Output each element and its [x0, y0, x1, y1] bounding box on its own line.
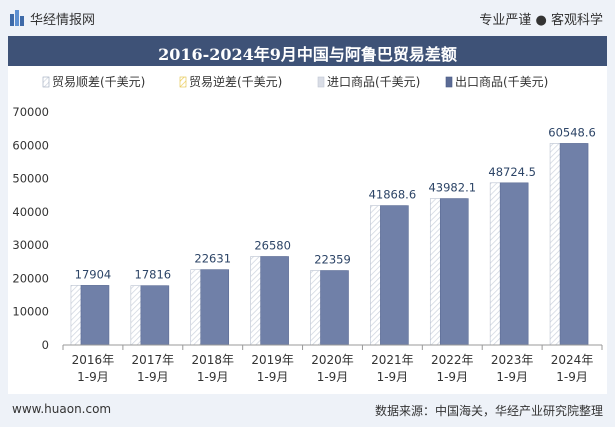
legend-swatch: [317, 76, 325, 88]
x-tick-label: 2024年: [551, 353, 594, 367]
x-tick-label: 2016年: [72, 353, 115, 367]
data-label: 26580: [254, 239, 291, 253]
legend-swatch: [42, 76, 50, 88]
data-label: 41868.6: [369, 188, 417, 202]
data-label: 17904: [75, 267, 112, 281]
x-tick-label: 1-9月: [556, 370, 588, 384]
data-label: 43982.1: [428, 181, 476, 195]
legend-swatch: [445, 76, 453, 88]
legend-label: 出口商品(千美元): [455, 74, 548, 89]
chart-title: 2016-2024年9月中国与阿鲁巴贸易差额: [158, 45, 457, 64]
y-tick-label: 60000: [12, 138, 49, 152]
bar-export: [320, 270, 349, 346]
y-tick-label: 70000: [12, 105, 49, 119]
data-label: 22631: [194, 252, 231, 266]
brand-logo-icon: [10, 10, 24, 26]
bar-export: [439, 198, 469, 346]
x-tick-label: 2023年: [491, 353, 534, 367]
bar-export: [380, 205, 409, 346]
y-tick-label: 50000: [12, 172, 49, 186]
bar-export: [260, 256, 289, 346]
bar-export: [200, 269, 230, 346]
x-tick-label: 2018年: [191, 353, 234, 367]
chart-area: 贸易顺差(千美元) 贸易逆差(千美元) 进口商品(千美元) 出口商品(千美元) 179…: [8, 66, 607, 394]
bar-export: [499, 182, 529, 346]
data-label: 60548.6: [548, 125, 596, 139]
x-tick-label: 1-9月: [377, 370, 409, 384]
x-tick-label: 2022年: [431, 353, 474, 367]
x-tick-label: 2021年: [371, 353, 414, 367]
legend-label: 进口商品(千美元): [327, 74, 420, 89]
bar-export: [80, 285, 110, 346]
legend-label: 贸易顺差(千美元): [52, 75, 145, 89]
x-tick-label: 1-9月: [257, 370, 289, 384]
x-tick-label: 2017年: [132, 353, 175, 367]
x-tick-label: 1-9月: [137, 370, 169, 384]
data-label: 17816: [135, 268, 172, 282]
y-tick-label: 10000: [12, 305, 49, 319]
tagline: 专业严谨 ● 客观科学: [479, 13, 603, 28]
x-tick-label: 1-9月: [317, 370, 349, 384]
brand-name: 华经情报网: [30, 13, 96, 28]
x-tick-label: 2019年: [251, 353, 294, 367]
y-tick-label: 20000: [12, 271, 49, 285]
bar-export: [140, 285, 170, 346]
bar-chart: 贸易顺差(千美元) 贸易逆差(千美元) 进口商品(千美元) 出口商品(千美元) 179…: [12, 74, 603, 384]
y-tick-label: 40000: [12, 205, 49, 219]
y-tick-label: 0: [42, 338, 49, 352]
legend-swatch: [179, 76, 187, 88]
x-tick-label: 1-9月: [496, 370, 528, 384]
x-tick-label: 1-9月: [77, 370, 109, 384]
x-tick-label: 1-9月: [197, 370, 229, 384]
legend-label: 贸易逆差(千美元): [189, 74, 282, 89]
source-url: www.huaon.com: [12, 402, 112, 416]
title-bar: 2016-2024年9月中国与阿鲁巴贸易差额: [8, 36, 607, 66]
x-tick-label: 2020年: [311, 353, 354, 367]
data-label: 22359: [314, 253, 351, 267]
y-tick-label: 30000: [12, 238, 49, 252]
data-label: 48724.5: [488, 165, 536, 179]
x-tick-label: 1-9月: [436, 370, 468, 384]
top-bar: 华经情报网 专业严谨 ● 客观科学: [0, 0, 615, 36]
footer: www.huaon.com 数据来源：中国海关，华经产业研究院整理: [0, 394, 615, 427]
bar-export: [559, 143, 589, 346]
source-note: 数据来源：中国海关，华经产业研究院整理: [374, 404, 603, 418]
